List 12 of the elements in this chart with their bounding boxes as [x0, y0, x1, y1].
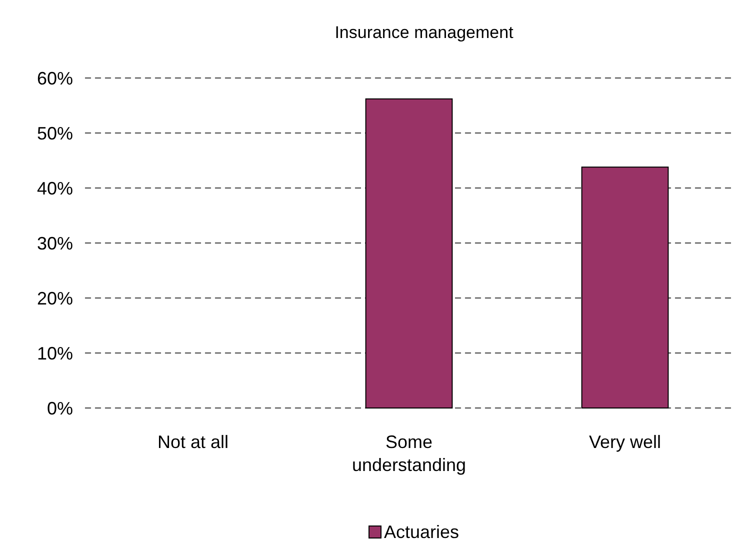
y-tick-label: 10%	[36, 343, 73, 364]
y-tick-label: 60%	[36, 68, 73, 88]
y-tick-label: 40%	[36, 178, 73, 198]
chart-title: Insurance management	[334, 23, 514, 42]
y-tick-label: 30%	[36, 233, 73, 254]
y-tick-label: 50%	[36, 123, 73, 144]
y-tick-label: 0%	[46, 398, 73, 418]
x-tick-label: Not at all	[157, 432, 229, 452]
x-tick-label: Very well	[588, 432, 662, 452]
x-tick-label: Some understanding	[352, 432, 466, 475]
y-tick-label: 20%	[36, 288, 73, 308]
legend-label: Actuaries	[384, 522, 460, 542]
